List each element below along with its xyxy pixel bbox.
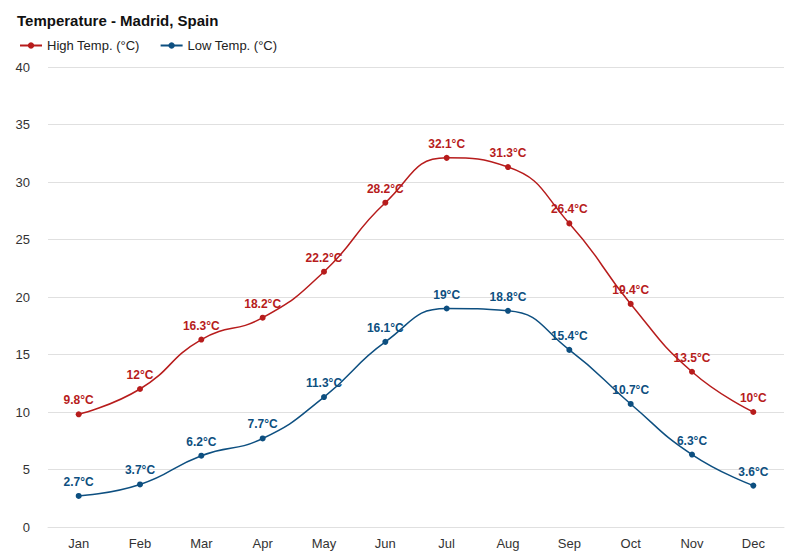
svg-text:5: 5 bbox=[23, 462, 30, 477]
svg-text:Nov: Nov bbox=[680, 536, 704, 551]
svg-text:7.7°C: 7.7°C bbox=[248, 417, 278, 431]
svg-text:18.8°C: 18.8°C bbox=[490, 290, 527, 304]
svg-text:3.7°C: 3.7°C bbox=[125, 463, 155, 477]
svg-text:6.3°C: 6.3°C bbox=[677, 434, 707, 448]
svg-text:Low Temp. (°C): Low Temp. (°C) bbox=[188, 38, 277, 53]
svg-text:35: 35 bbox=[16, 117, 30, 132]
svg-text:Jun: Jun bbox=[375, 536, 396, 551]
svg-text:May: May bbox=[312, 536, 337, 551]
svg-text:16.3°C: 16.3°C bbox=[183, 319, 220, 333]
svg-text:Oct: Oct bbox=[621, 536, 642, 551]
svg-text:19.4°C: 19.4°C bbox=[612, 283, 649, 297]
svg-text:10°C: 10°C bbox=[740, 391, 767, 405]
svg-text:Mar: Mar bbox=[190, 536, 213, 551]
svg-text:16.1°C: 16.1°C bbox=[367, 321, 404, 335]
svg-text:2.7°C: 2.7°C bbox=[64, 475, 94, 489]
svg-text:9.8°C: 9.8°C bbox=[64, 393, 94, 407]
svg-text:6.2°C: 6.2°C bbox=[186, 435, 216, 449]
svg-text:19°C: 19°C bbox=[433, 288, 460, 302]
svg-text:10.7°C: 10.7°C bbox=[612, 383, 649, 397]
svg-text:Feb: Feb bbox=[129, 536, 151, 551]
svg-text:40: 40 bbox=[16, 60, 30, 75]
svg-text:31.3°C: 31.3°C bbox=[490, 146, 527, 160]
svg-text:15: 15 bbox=[16, 347, 30, 362]
svg-text:13.5°C: 13.5°C bbox=[674, 351, 711, 365]
svg-text:Apr: Apr bbox=[253, 536, 274, 551]
svg-text:22.2°C: 22.2°C bbox=[306, 251, 343, 265]
svg-text:15.4°C: 15.4°C bbox=[551, 329, 588, 343]
svg-text:High Temp. (°C): High Temp. (°C) bbox=[47, 38, 139, 53]
svg-text:20: 20 bbox=[16, 290, 30, 305]
svg-text:Jan: Jan bbox=[68, 536, 89, 551]
svg-text:10: 10 bbox=[16, 405, 30, 420]
svg-text:Jul: Jul bbox=[438, 536, 455, 551]
svg-text:28.2°C: 28.2°C bbox=[367, 182, 404, 196]
svg-text:30: 30 bbox=[16, 175, 30, 190]
svg-text:Sep: Sep bbox=[558, 536, 581, 551]
svg-text:12°C: 12°C bbox=[127, 368, 154, 382]
svg-text:Aug: Aug bbox=[496, 536, 519, 551]
svg-text:11.3°C: 11.3°C bbox=[306, 376, 342, 390]
svg-text:Dec: Dec bbox=[742, 536, 766, 551]
svg-text:26.4°C: 26.4°C bbox=[551, 202, 588, 216]
svg-text:25: 25 bbox=[16, 232, 30, 247]
svg-text:32.1°C: 32.1°C bbox=[428, 137, 465, 151]
svg-text:Temperature - Madrid, Spain: Temperature - Madrid, Spain bbox=[17, 12, 218, 29]
svg-text:18.2°C: 18.2°C bbox=[244, 297, 281, 311]
svg-text:3.6°C: 3.6°C bbox=[738, 465, 768, 479]
svg-text:0: 0 bbox=[23, 520, 30, 535]
